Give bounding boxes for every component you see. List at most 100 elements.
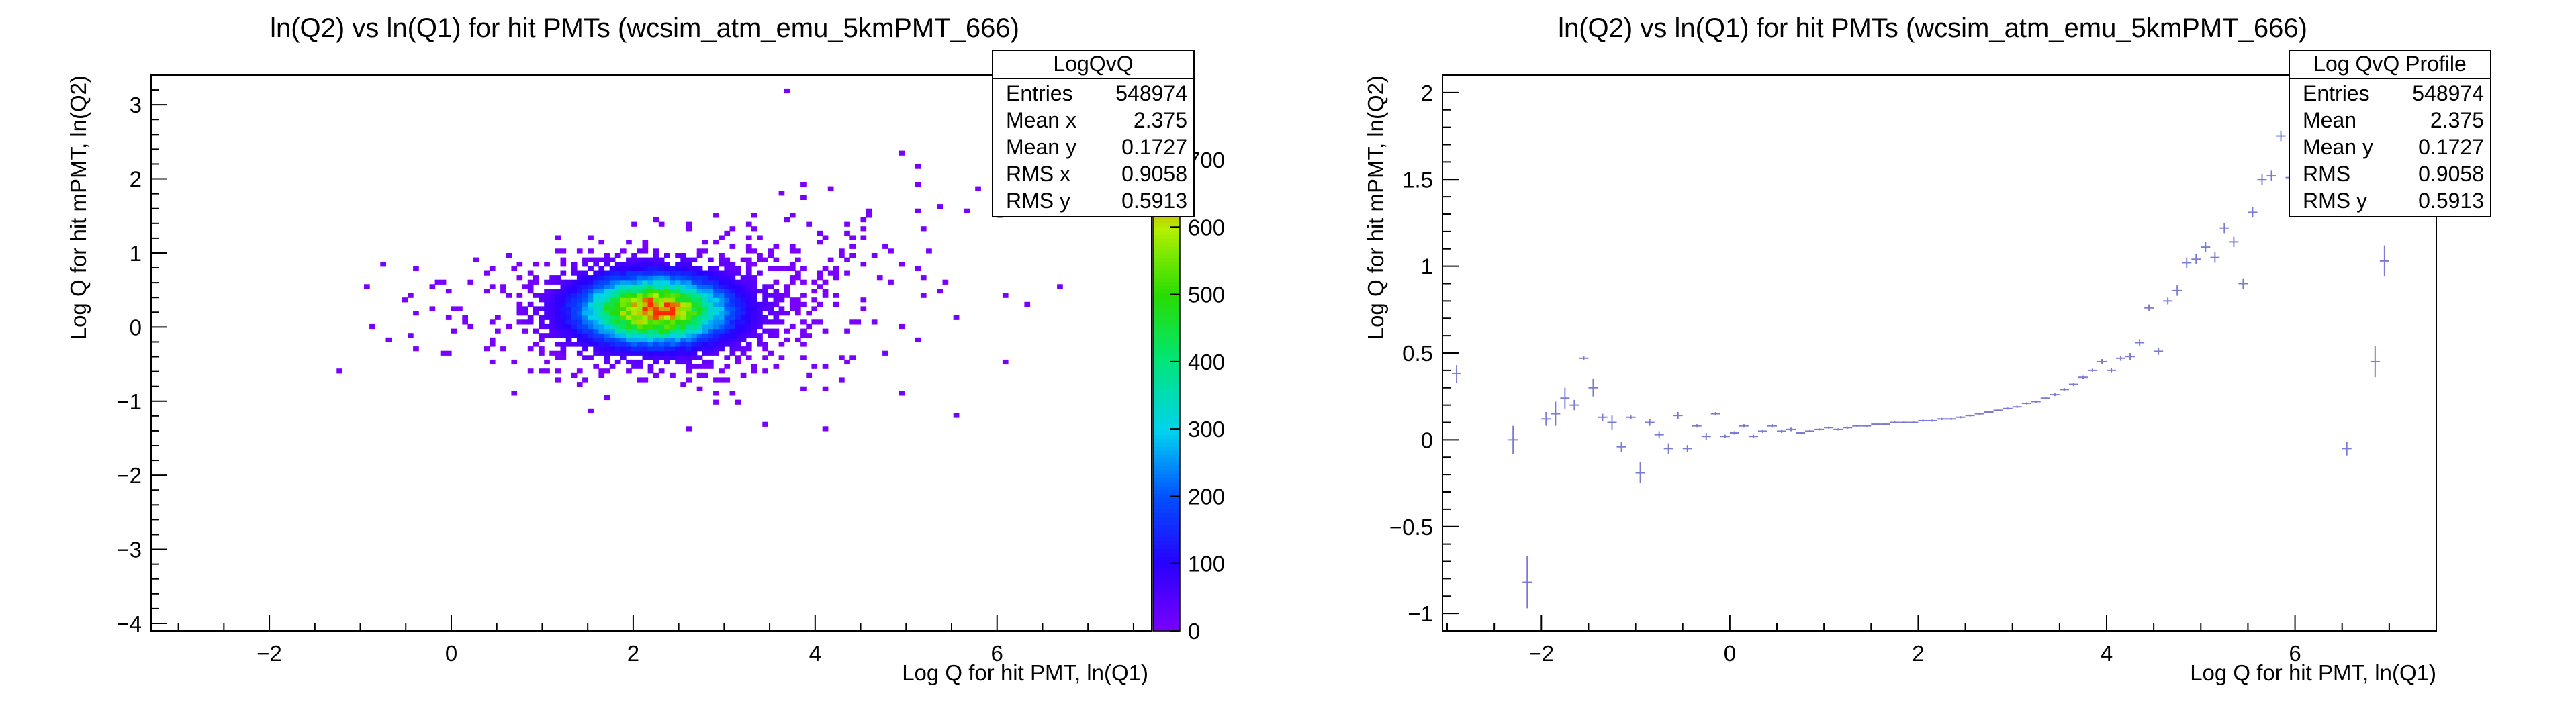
heatmap-cell	[544, 333, 550, 338]
heatmap-cell	[827, 270, 834, 276]
heatmap-cell	[773, 244, 780, 249]
heatmap-cell	[696, 315, 703, 320]
profile-point	[1654, 431, 1664, 438]
heatmap-cell	[516, 262, 523, 267]
heatmap-cell	[626, 266, 632, 271]
heatmap-cell	[637, 275, 643, 281]
heatmap-cell	[582, 293, 588, 298]
heatmap-cell	[549, 293, 555, 298]
heatmap-cell	[637, 337, 643, 342]
heatmap-cell	[822, 426, 829, 432]
heatmap-cell	[588, 275, 594, 281]
heatmap-cell	[719, 297, 725, 303]
heatmap-cell	[773, 279, 780, 285]
heatmap-cell	[604, 284, 610, 289]
heatmap-cell	[576, 342, 583, 347]
heatmap-cell	[686, 323, 692, 330]
heatmap-cell	[604, 355, 610, 360]
heatmap-cell	[702, 346, 708, 352]
heatmap-cell	[462, 319, 468, 325]
heatmap-cell	[647, 350, 654, 356]
heatmap-cell	[686, 266, 692, 271]
heatmap-cell	[866, 213, 872, 218]
heatmap-cell	[817, 301, 823, 307]
heatmap-cell	[757, 319, 763, 325]
heatmap-cell	[571, 328, 578, 334]
heatmap-cell	[708, 257, 714, 262]
heatmap-x-tick-label: 6	[991, 641, 1003, 666]
heatmap-cell	[713, 306, 719, 311]
heatmap-cell	[620, 311, 627, 316]
heatmap-cell	[735, 301, 741, 307]
heatmap-cell	[708, 306, 714, 311]
heatmap-cell	[740, 328, 747, 334]
heatmap-cell	[576, 270, 583, 276]
heatmap-cell	[642, 319, 649, 325]
heatmap-cell	[675, 342, 681, 347]
heatmap-cell	[740, 293, 747, 298]
heatmap-cell	[953, 413, 960, 418]
heatmap-cell	[762, 297, 768, 303]
heatmap-cell	[724, 257, 731, 262]
heatmap-cell	[899, 150, 905, 156]
heatmap-cell	[614, 301, 621, 307]
heatmap-cell	[691, 346, 698, 352]
heatmap-cell	[593, 306, 599, 311]
heatmap-cell	[539, 333, 545, 338]
heatmap-cell	[719, 337, 725, 342]
heatmap-cell	[549, 315, 555, 320]
heatmap-cell	[620, 270, 627, 276]
heatmap-cell	[647, 337, 654, 342]
heatmap-cell	[642, 248, 649, 254]
heatmap-cell	[740, 323, 747, 330]
heatmap-x-label: Log Q for hit PMT, ln(Q1)	[902, 660, 1148, 685]
heatmap-cell	[745, 319, 752, 325]
heatmap-cell	[647, 297, 654, 303]
heatmap-cell	[745, 221, 752, 227]
heatmap-cell	[740, 297, 747, 303]
heatmap-cell	[745, 244, 752, 249]
heatmap-cell	[647, 270, 654, 276]
heatmap-cell	[658, 262, 665, 267]
heatmap-cell	[745, 257, 752, 262]
heatmap-cell	[642, 275, 649, 281]
heatmap-cell	[609, 311, 616, 316]
heatmap-cell	[588, 306, 594, 311]
heatmap-panel: ln(Q2) vs ln(Q1) for hit PMTs (wcsim_atm…	[66, 13, 1225, 685]
heatmap-cell	[729, 306, 736, 311]
heatmap-cell	[680, 270, 686, 276]
heatmap-cell	[729, 311, 736, 316]
heatmap-cell	[696, 346, 703, 352]
heatmap-cell	[609, 333, 616, 338]
colorbar-tick-label: 0	[1188, 619, 1200, 644]
heatmap-cell	[691, 301, 698, 307]
heatmap-cell	[582, 333, 588, 338]
heatmap-cell	[713, 275, 719, 281]
heatmap-cell	[762, 342, 768, 347]
heatmap-cell	[729, 342, 736, 347]
heatmap-cell	[860, 217, 867, 223]
heatmap-cell	[806, 372, 812, 378]
heatmap-cell	[762, 301, 768, 307]
heatmap-cell	[871, 319, 878, 325]
heatmap-cell	[675, 323, 681, 330]
heatmap-cell	[751, 368, 757, 374]
heatmap-cell	[614, 319, 621, 325]
profile-point	[1833, 428, 1843, 431]
heatmap-cell	[702, 323, 708, 330]
heatmap-cell	[593, 364, 599, 369]
heatmap-cell	[762, 319, 768, 325]
heatmap-cell	[800, 195, 807, 200]
heatmap-cell	[604, 262, 610, 267]
heatmap-cell	[560, 306, 567, 311]
heatmap-cell	[609, 293, 616, 298]
profile-point	[1748, 434, 1758, 438]
heatmap-cell	[631, 306, 637, 311]
heatmap-cell	[745, 248, 752, 254]
heatmap-cell	[675, 346, 681, 352]
heatmap-cell	[719, 275, 725, 281]
heatmap-cell	[729, 350, 736, 356]
profile-x-label: Log Q for hit PMT, ln(Q1)	[2190, 660, 2436, 685]
heatmap-cell	[751, 213, 757, 218]
heatmap-cell	[686, 306, 692, 311]
